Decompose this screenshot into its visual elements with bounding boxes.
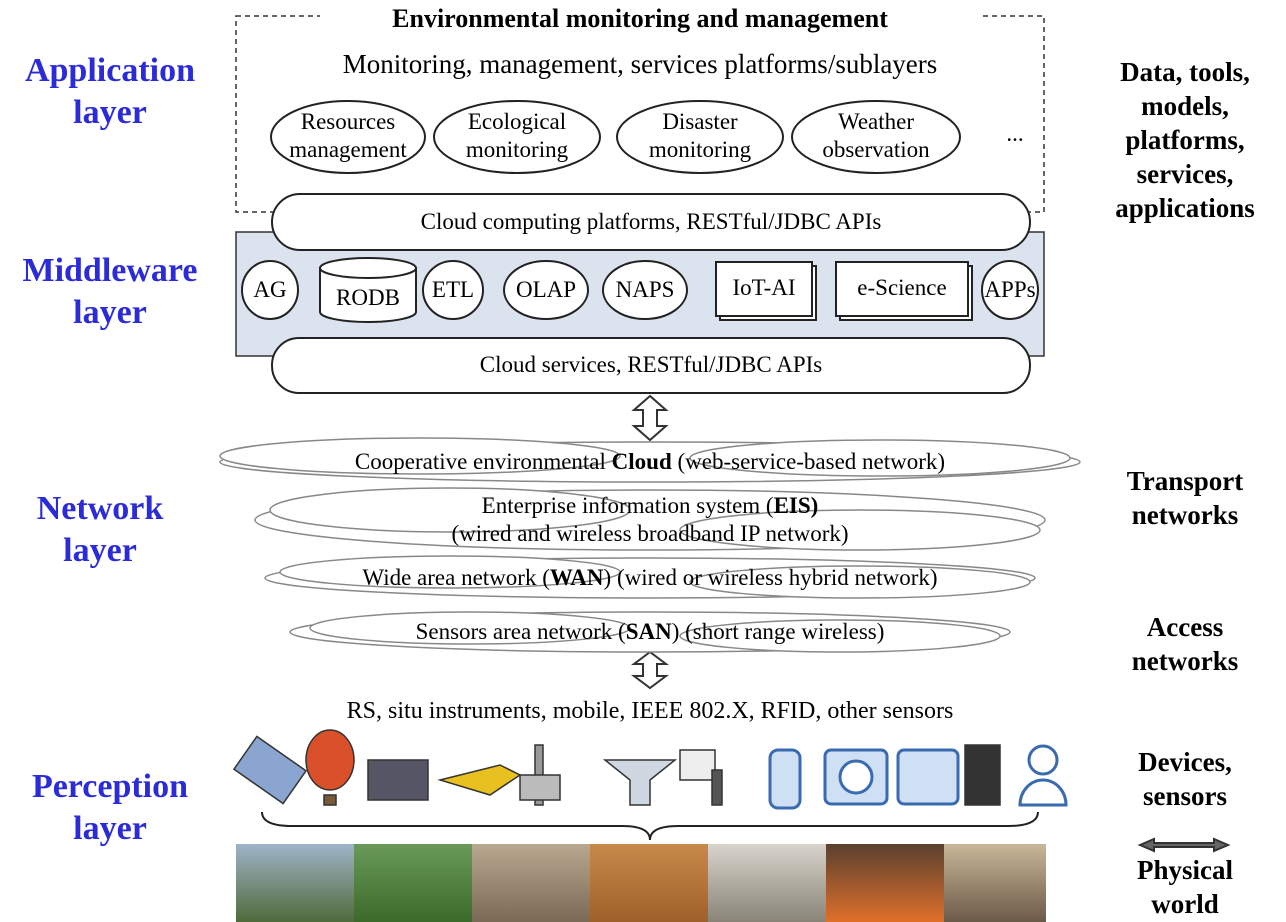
bottom-bar-text: Cloud services, RESTful/JDBC APIs: [272, 351, 1030, 379]
component: ETL: [423, 276, 483, 304]
app-item: Disaster monitoring: [630, 108, 770, 164]
photos: [236, 844, 1046, 922]
text: SAN: [626, 619, 672, 644]
app-subtitle: Monitoring, management, services platfor…: [236, 50, 1044, 78]
component: OLAP: [504, 276, 588, 304]
component: e-Science: [836, 274, 968, 302]
side-label: Data, tools, models, platforms, services…: [1095, 55, 1275, 225]
component: IoT-AI: [716, 274, 812, 302]
layer-label: Perception layer: [5, 766, 215, 850]
app-item: Resources management: [283, 108, 413, 164]
text: (wired and wireless broadband IP network…: [451, 521, 848, 546]
side-label: Physical world: [1105, 853, 1265, 921]
text: Sensors area network (: [416, 619, 626, 644]
layer-label: Middleware layer: [5, 250, 215, 334]
device-icons: [234, 730, 1066, 808]
layer-label: Network layer: [5, 488, 195, 572]
text: ) (wired or wireless hybrid network): [604, 565, 938, 590]
app-item: Weather observation: [806, 108, 946, 164]
text: EIS): [774, 493, 819, 518]
text: WAN: [550, 565, 604, 590]
text: Cloud: [612, 449, 672, 474]
text: ) (short range wireless): [672, 619, 885, 644]
diagram: Application layer Middleware layer Netwo…: [0, 0, 1286, 922]
component: RODB: [320, 284, 416, 312]
component: NAPS: [603, 276, 687, 304]
app-item: Ecological monitoring: [447, 108, 587, 164]
layer-label: Application layer: [5, 50, 215, 134]
text: Enterprise information system (: [482, 493, 774, 518]
app-title: Environmental monitoring and management: [236, 5, 1044, 33]
network-text: Enterprise information system (EIS) (wire…: [250, 492, 1050, 548]
side-label: Devices, sensors: [1105, 745, 1265, 813]
sensors-text: RS, situ instruments, mobile, IEEE 802.X…: [220, 697, 1080, 725]
side-label: Transport networks: [1105, 464, 1265, 532]
network-text: Cooperative environmental Cloud (web-ser…: [220, 448, 1080, 476]
side-label: Access networks: [1105, 610, 1265, 678]
component: AG: [242, 276, 298, 304]
text: (web-service-based network): [672, 449, 945, 474]
top-bar-text: Cloud computing platforms, RESTful/JDBC …: [272, 208, 1030, 236]
network-text: Sensors area network (SAN) (short range …: [250, 618, 1050, 646]
text: Wide area network (: [362, 565, 549, 590]
text: Cooperative environmental: [355, 449, 612, 474]
component: APPs: [982, 276, 1038, 304]
brace: [262, 812, 1038, 840]
app-item: ...: [990, 120, 1040, 148]
network-text: Wide area network (WAN) (wired or wirele…: [250, 564, 1050, 592]
